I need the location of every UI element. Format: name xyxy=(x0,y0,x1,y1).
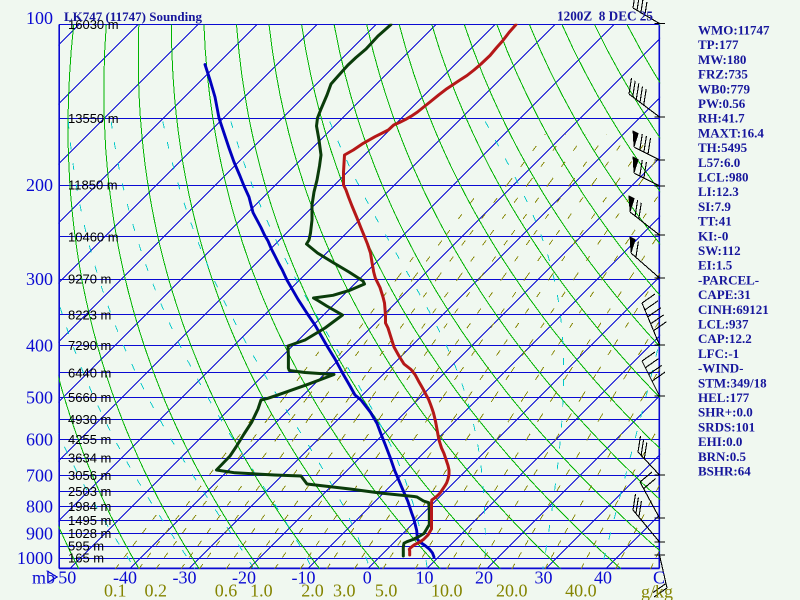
svg-text:RH:41.7: RH:41.7 xyxy=(698,111,745,126)
svg-text:SHR+:0.0: SHR+:0.0 xyxy=(698,405,753,420)
svg-text:5.0: 5.0 xyxy=(375,581,398,600)
svg-text:g/kg: g/kg xyxy=(641,582,673,600)
svg-text:595 m: 595 m xyxy=(68,539,104,554)
svg-text:1495 m: 1495 m xyxy=(68,513,111,528)
svg-text:300: 300 xyxy=(26,269,53,289)
svg-text:4930 m: 4930 m xyxy=(68,412,111,427)
svg-text:0.2: 0.2 xyxy=(145,581,168,600)
svg-text:LI:12.3: LI:12.3 xyxy=(698,184,739,199)
svg-text:LCL:980: LCL:980 xyxy=(698,170,749,185)
svg-text:MW:180: MW:180 xyxy=(698,52,746,67)
svg-text:-WIND-: -WIND- xyxy=(698,361,744,376)
svg-text:20.0: 20.0 xyxy=(496,581,528,600)
svg-text:2503 m: 2503 m xyxy=(68,484,111,499)
svg-text:C: C xyxy=(653,568,665,588)
svg-text:900: 900 xyxy=(26,524,53,544)
svg-text:30: 30 xyxy=(535,568,553,588)
svg-text:-10: -10 xyxy=(292,568,316,588)
svg-text:600: 600 xyxy=(26,430,53,450)
svg-text:BSHR:64: BSHR:64 xyxy=(698,464,751,479)
svg-text:FRZ:735: FRZ:735 xyxy=(698,67,748,82)
svg-text:-40: -40 xyxy=(113,568,137,588)
svg-text:BRN:0.5: BRN:0.5 xyxy=(698,449,747,464)
svg-text:HEL:177: HEL:177 xyxy=(698,390,750,405)
svg-text:STM:349/18: STM:349/18 xyxy=(698,375,767,390)
svg-text:165 m: 165 m xyxy=(68,551,104,566)
svg-text:6440 m: 6440 m xyxy=(68,366,111,381)
svg-text:40: 40 xyxy=(594,568,612,588)
svg-text:-PARCEL-: -PARCEL- xyxy=(698,272,759,287)
svg-text:700: 700 xyxy=(26,465,53,485)
svg-text:mb: mb xyxy=(32,568,55,588)
svg-text:3.0: 3.0 xyxy=(333,581,356,600)
svg-text:10: 10 xyxy=(416,568,434,588)
svg-text:40.0: 40.0 xyxy=(565,581,597,600)
svg-text:SI:7.9: SI:7.9 xyxy=(698,199,731,214)
svg-text:10.0: 10.0 xyxy=(431,581,463,600)
svg-text:-20: -20 xyxy=(232,568,256,588)
svg-text:13550 m: 13550 m xyxy=(68,111,119,126)
svg-text:-30: -30 xyxy=(173,568,197,588)
svg-text:800: 800 xyxy=(26,496,53,516)
svg-text:7290 m: 7290 m xyxy=(68,338,111,353)
svg-text:SRDS:101: SRDS:101 xyxy=(698,419,755,434)
svg-text:LCL:937: LCL:937 xyxy=(698,317,749,332)
svg-text:9270 m: 9270 m xyxy=(68,272,111,287)
svg-text:500: 500 xyxy=(26,387,53,407)
svg-text:3056 m: 3056 m xyxy=(68,468,111,483)
svg-text:TH:5495: TH:5495 xyxy=(698,140,748,155)
svg-text:1.0: 1.0 xyxy=(250,581,273,600)
svg-text:EI:1.5: EI:1.5 xyxy=(698,258,733,273)
svg-text:200: 200 xyxy=(26,175,53,195)
svg-text:10460 m: 10460 m xyxy=(68,229,119,244)
svg-text:WB0:779: WB0:779 xyxy=(698,81,751,96)
svg-text:100: 100 xyxy=(26,8,53,28)
svg-text:1984 m: 1984 m xyxy=(68,499,111,514)
svg-text:LFC:-1: LFC:-1 xyxy=(698,346,739,361)
svg-text:WMO:11747: WMO:11747 xyxy=(698,23,770,38)
svg-text:2.0: 2.0 xyxy=(301,581,324,600)
svg-text:11850 m: 11850 m xyxy=(68,178,118,193)
svg-text:16030 m: 16030 m xyxy=(68,17,119,32)
svg-text:1200Z 8 DEC 25: 1200Z 8 DEC 25 xyxy=(557,9,653,24)
svg-text:5660 m: 5660 m xyxy=(68,390,111,405)
svg-text:0: 0 xyxy=(363,568,372,588)
svg-text:4255 m: 4255 m xyxy=(68,432,111,447)
svg-text:20: 20 xyxy=(475,568,493,588)
svg-text:CAPE:31: CAPE:31 xyxy=(698,287,751,302)
svg-text:SW:112: SW:112 xyxy=(698,243,741,258)
svg-text:KI:-0: KI:-0 xyxy=(698,228,728,243)
svg-text:CAP:12.2: CAP:12.2 xyxy=(698,331,752,346)
svg-text:TP:177: TP:177 xyxy=(698,37,739,52)
svg-text:0.6: 0.6 xyxy=(215,581,238,600)
svg-text:3634 m: 3634 m xyxy=(68,451,111,466)
svg-text:1000: 1000 xyxy=(17,548,53,568)
svg-text:400: 400 xyxy=(26,336,53,356)
svg-text:CINH:69121: CINH:69121 xyxy=(698,302,769,317)
svg-text:PW:0.56: PW:0.56 xyxy=(698,96,746,111)
svg-text:0.1: 0.1 xyxy=(104,581,127,600)
svg-text:EHI:0.0: EHI:0.0 xyxy=(698,434,742,449)
svg-text:8223 m: 8223 m xyxy=(68,307,111,322)
svg-text:TT:41: TT:41 xyxy=(698,214,732,229)
svg-text:1028 m: 1028 m xyxy=(68,526,111,541)
svg-text:MAXT:16.4: MAXT:16.4 xyxy=(698,125,764,140)
svg-text:L57:6.0: L57:6.0 xyxy=(698,155,740,170)
svg-text:LK747 (11747) Sounding: LK747 (11747) Sounding xyxy=(64,9,202,24)
svg-text:50: 50 xyxy=(58,568,76,588)
